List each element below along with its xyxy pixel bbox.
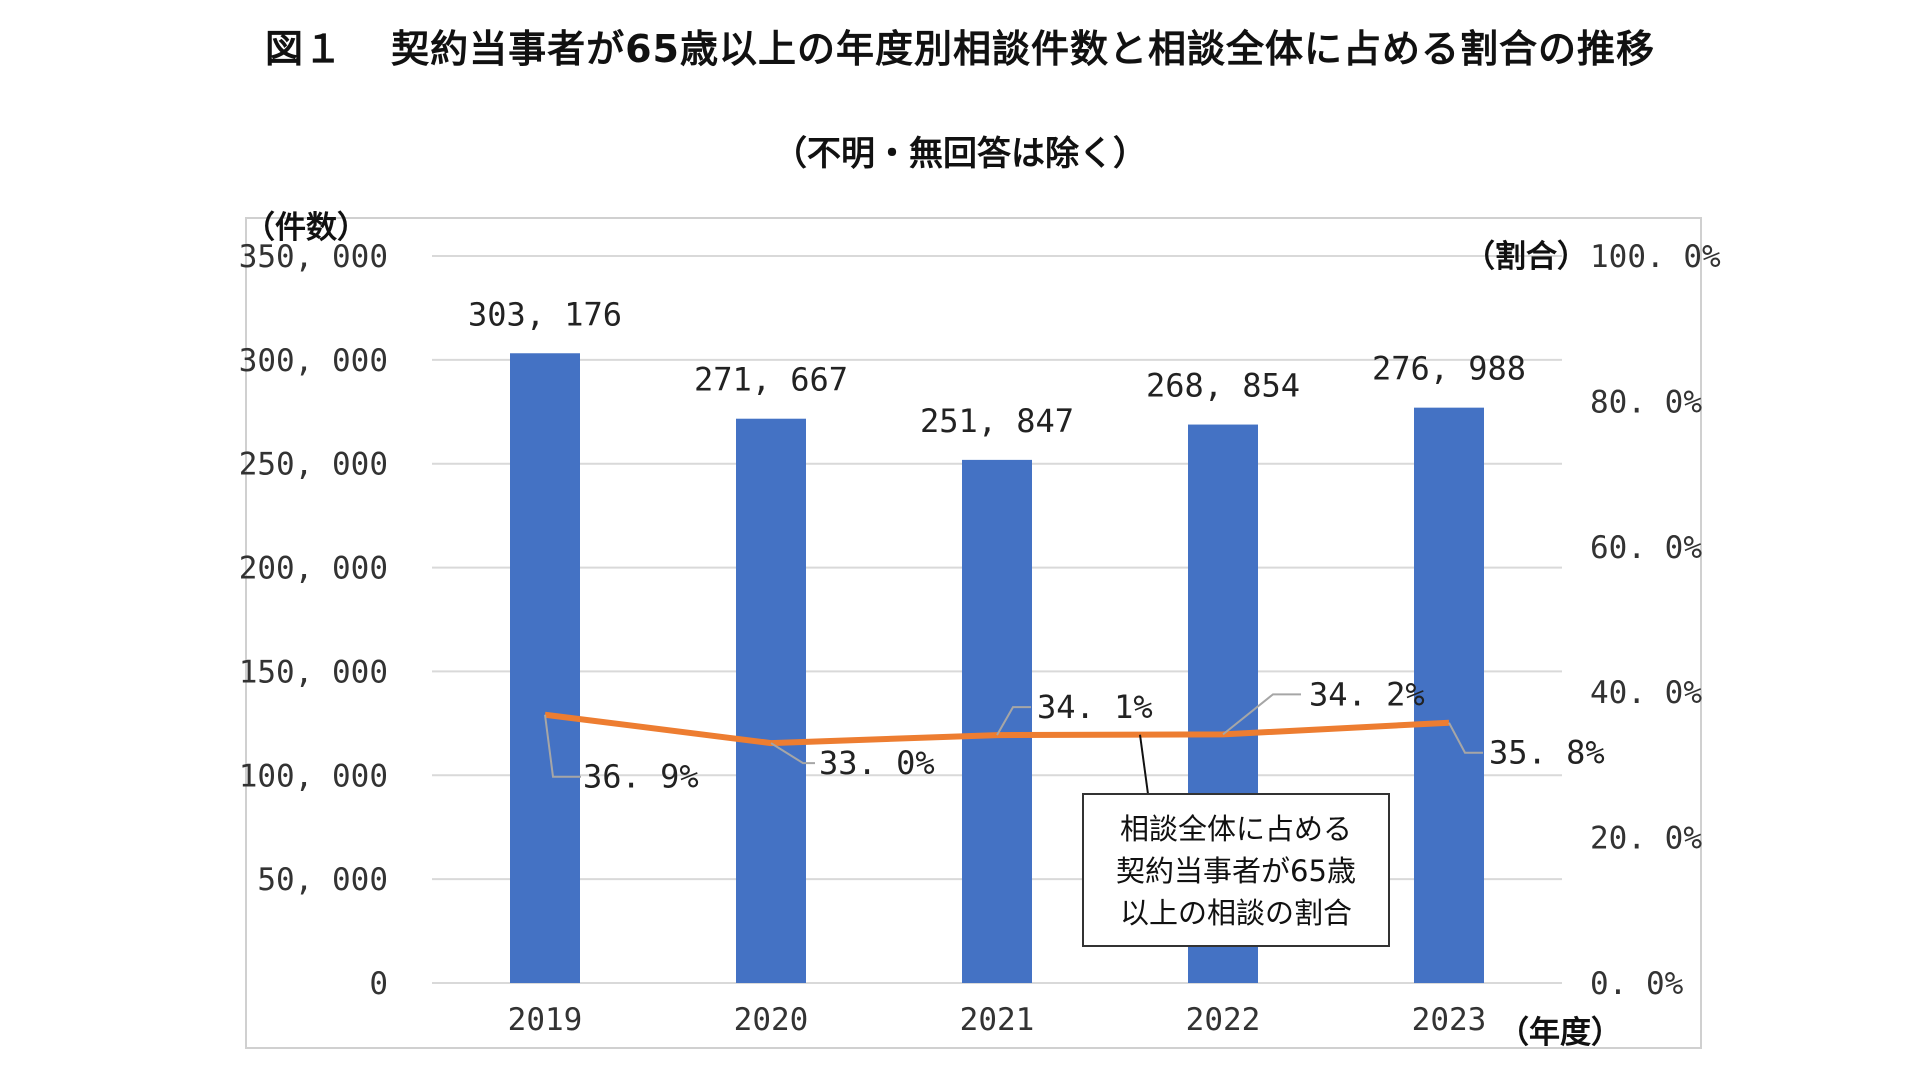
y-left-tick-label: 150, 000 bbox=[239, 654, 388, 690]
x-axis-label: （年度） bbox=[1498, 1015, 1622, 1051]
y-right-axis-label: （割合） bbox=[1464, 239, 1588, 275]
leader-line bbox=[996, 706, 1031, 736]
bar-data-label: 303, 176 bbox=[468, 295, 622, 333]
y-right-tick-label: 100. 0% bbox=[1590, 239, 1721, 275]
figure-label: 図１ bbox=[265, 27, 344, 71]
x-tick-label: 2020 bbox=[734, 1002, 809, 1038]
leader-line bbox=[544, 714, 581, 778]
y-right-tick-label: 80. 0% bbox=[1590, 384, 1702, 420]
y-right-tick-label: 20. 0% bbox=[1590, 821, 1702, 857]
callout-text: 契約当事者が65歳 bbox=[1116, 854, 1356, 888]
callout-box bbox=[1082, 793, 1390, 947]
axes: 0 50, 000 100, 000 150, 000 200, 000 250, 000… bbox=[239, 210, 1721, 1051]
chart-title: 図１ 契約当事者が65歳以上の年度別相談件数と相談全体に占める割合の推移 bbox=[0, 18, 1920, 73]
bar bbox=[736, 418, 806, 983]
x-tick-label: 2022 bbox=[1186, 1002, 1261, 1038]
y-left-axis-label: （件数） bbox=[244, 210, 368, 246]
bar bbox=[510, 353, 580, 983]
x-tick-label: 2023 bbox=[1412, 1002, 1487, 1038]
y-left-tick-label: 0 bbox=[369, 966, 388, 1002]
bar bbox=[1414, 407, 1484, 983]
callout-text: 以上の相談の割合 bbox=[1120, 896, 1352, 930]
y-right-tick-label: 60. 0% bbox=[1590, 530, 1702, 566]
bar-data-label: 268, 854 bbox=[1146, 367, 1300, 405]
y-left-tick-label: 300, 000 bbox=[239, 343, 388, 379]
leader-line bbox=[1448, 722, 1483, 754]
chart-subtitle: （不明・無回答は除く） bbox=[773, 134, 1147, 174]
bar bbox=[962, 459, 1032, 983]
y-right-tick-label: 0. 0% bbox=[1590, 966, 1684, 1002]
line-data-label: 33. 0% bbox=[819, 744, 935, 782]
y-left-tick-label: 50, 000 bbox=[257, 862, 388, 898]
y-left-tick-label: 350, 000 bbox=[239, 239, 388, 275]
y-right-tick-label: 40. 0% bbox=[1590, 675, 1702, 711]
line-data-label: 34. 1% bbox=[1037, 688, 1153, 726]
line-data-label: 34. 2% bbox=[1309, 675, 1425, 713]
title-text: 契約当事者が65歳以上の年度別相談件数と相談全体に占める割合の推移 bbox=[391, 27, 1655, 71]
y-left-tick-label: 250, 000 bbox=[239, 447, 388, 483]
y-left-tick-label: 200, 000 bbox=[239, 551, 388, 587]
bar-data-label: 271, 667 bbox=[694, 361, 848, 399]
line-data-label: 35. 8% bbox=[1489, 734, 1605, 772]
line-data-label: 36. 9% bbox=[583, 758, 699, 796]
leader-line bbox=[1222, 693, 1301, 736]
callout-pointer bbox=[1139, 734, 1149, 795]
chart-frame bbox=[245, 217, 1702, 1049]
bar-data-label: 276, 988 bbox=[1372, 350, 1526, 388]
callout-text: 相談全体に占める bbox=[1120, 812, 1352, 846]
y-left-tick-label: 100, 000 bbox=[239, 758, 388, 794]
x-tick-label: 2021 bbox=[960, 1002, 1035, 1038]
leader-line bbox=[770, 742, 815, 765]
x-tick-label: 2019 bbox=[508, 1002, 583, 1038]
bar-data-label: 251, 847 bbox=[920, 402, 1074, 440]
data-labels: 303, 176 271, 667 251, 847 268, 854 276, 988… bbox=[468, 295, 1605, 795]
